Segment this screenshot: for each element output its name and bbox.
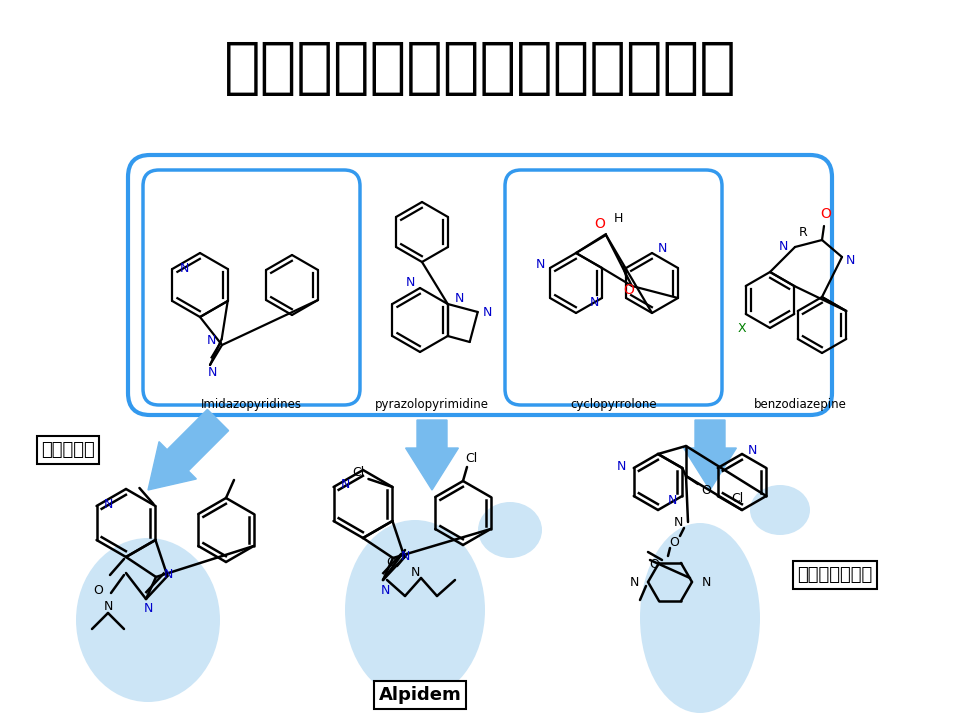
- Text: N: N: [673, 516, 683, 528]
- Ellipse shape: [640, 523, 760, 713]
- Text: H: H: [613, 212, 623, 225]
- Text: N: N: [455, 292, 465, 305]
- Text: N: N: [846, 254, 854, 268]
- Text: N: N: [104, 600, 112, 613]
- Text: ゾルピデム: ゾルピデム: [41, 441, 95, 459]
- Text: N: N: [405, 276, 415, 289]
- Text: N: N: [536, 258, 544, 271]
- Text: N: N: [747, 444, 756, 456]
- Ellipse shape: [345, 520, 485, 700]
- Text: N: N: [341, 479, 350, 492]
- Ellipse shape: [750, 485, 810, 535]
- Text: N: N: [483, 305, 492, 318]
- Text: O: O: [821, 207, 831, 221]
- Text: エスゾピクロン: エスゾピクロン: [798, 566, 873, 584]
- Polygon shape: [684, 420, 736, 490]
- Text: 非ベンゾジアゼピンの化学構造: 非ベンゾジアゼピンの化学構造: [224, 38, 736, 97]
- Ellipse shape: [76, 538, 220, 702]
- Text: N: N: [667, 493, 677, 506]
- Text: pyrazolopyrimidine: pyrazolopyrimidine: [375, 398, 489, 411]
- Text: O: O: [669, 536, 679, 549]
- Text: N: N: [207, 366, 217, 379]
- Text: X: X: [737, 322, 746, 335]
- Text: O: O: [93, 585, 103, 598]
- Text: O: O: [701, 484, 711, 497]
- Text: N: N: [702, 575, 710, 588]
- Text: N: N: [180, 263, 189, 276]
- Text: O: O: [386, 556, 396, 569]
- Polygon shape: [406, 420, 459, 490]
- Text: N: N: [589, 295, 599, 308]
- Text: N: N: [658, 243, 666, 256]
- Text: R: R: [799, 227, 807, 240]
- Text: Alpidem: Alpidem: [378, 686, 462, 704]
- Text: N: N: [380, 583, 390, 596]
- Text: cyclopyrrolone: cyclopyrrolone: [570, 398, 658, 411]
- Text: N: N: [630, 575, 638, 588]
- Text: Cl: Cl: [352, 467, 365, 480]
- Text: N: N: [410, 565, 420, 578]
- Ellipse shape: [478, 502, 542, 558]
- Text: O: O: [624, 284, 635, 297]
- Text: Cl: Cl: [465, 452, 477, 466]
- Text: Cl: Cl: [732, 492, 744, 505]
- Text: N: N: [163, 569, 173, 582]
- Text: N: N: [207, 335, 216, 348]
- Text: benzodiazepine: benzodiazepine: [754, 398, 847, 411]
- Text: N: N: [143, 603, 153, 616]
- Text: N: N: [779, 240, 788, 253]
- Text: O: O: [594, 217, 606, 231]
- Text: N: N: [400, 549, 410, 562]
- Text: N: N: [104, 498, 113, 510]
- Polygon shape: [148, 410, 228, 490]
- Text: Imidazopyridines: Imidazopyridines: [201, 398, 301, 411]
- Text: O: O: [649, 557, 659, 570]
- Text: N: N: [617, 459, 627, 472]
